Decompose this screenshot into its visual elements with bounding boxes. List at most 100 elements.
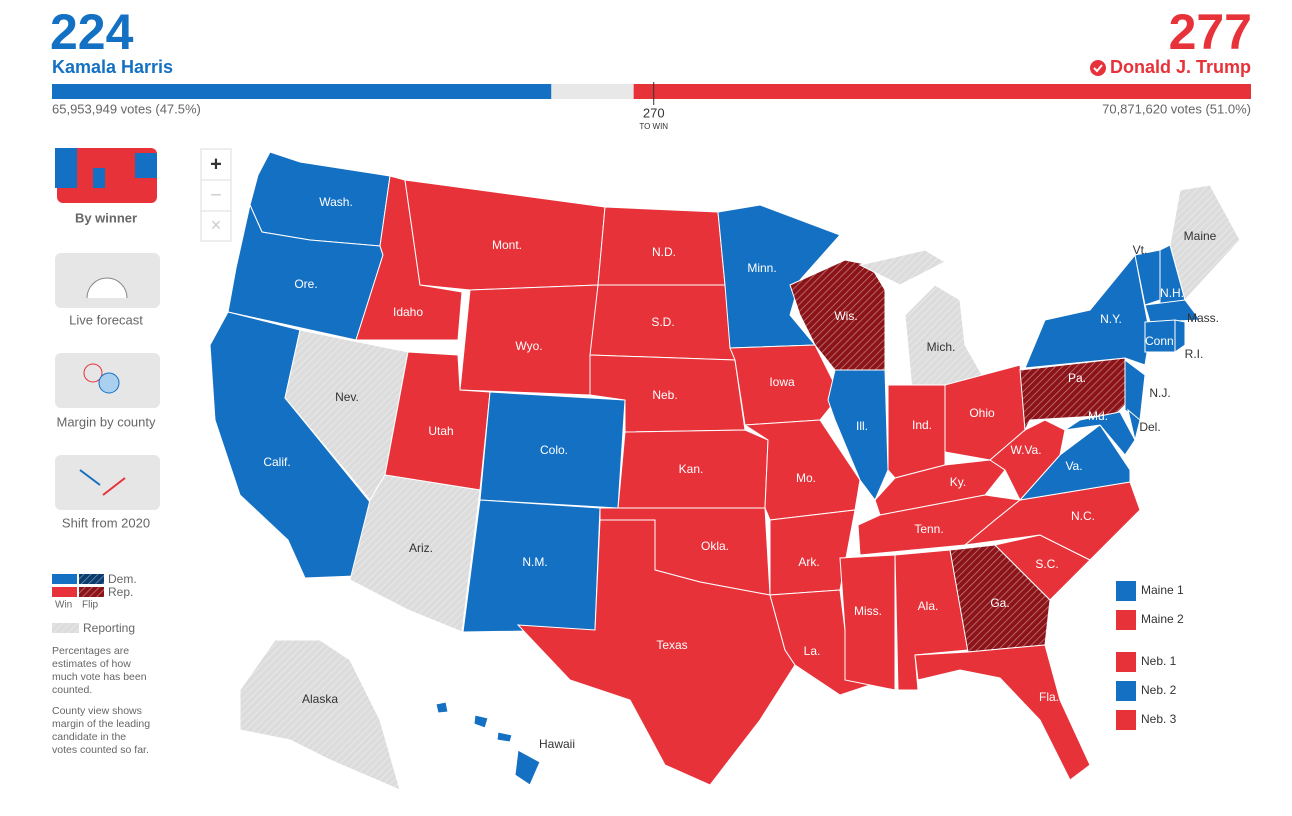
state[interactable]: Ariz. [349,474,481,633]
state[interactable]: Minn. [717,204,841,349]
right-electoral-votes: 277 [1169,4,1252,60]
state[interactable]: Mont. [404,179,606,291]
state-shape [1174,319,1186,353]
us-map: Wash. Ore. Calif. Nev. Idaho Mont. Wyo. Utah Ari… [209,151,1241,791]
state[interactable]: Kan. [617,429,769,509]
state[interactable]: Miss. [839,554,896,691]
state-shape [1144,299,1201,323]
state-shape [717,204,841,349]
note-line: Percentages are [52,645,129,657]
state-shape [1169,184,1241,302]
state[interactable]: N.M. [462,499,601,633]
thumb-arrow [102,477,126,496]
state[interactable]: Colo. [479,391,626,509]
state[interactable]: Wash. [249,151,391,247]
state[interactable]: W.Va. [989,419,1066,501]
state[interactable]: R.I. [1174,319,1203,361]
state-label: Okla. [701,539,729,553]
state[interactable]: Del. [1127,408,1161,441]
state-label: Va. [1065,459,1082,473]
state-label: Ore. [294,277,317,291]
state-label: Fla. [1039,690,1059,704]
state-label: Ohio [969,406,995,420]
state[interactable]: Maine [1169,184,1241,302]
state[interactable]: Calif. [209,311,406,579]
state[interactable]: Idaho [355,175,463,341]
swatch [52,623,79,633]
state-shape [963,481,1141,561]
note-line: estimates of how [52,658,131,670]
note-line: County view shows [52,705,142,717]
state-shape [914,644,1091,781]
view-option[interactable]: By winner [55,148,157,225]
thumb-map [55,455,160,510]
state-label: Miss. [854,604,882,618]
legend-label: Dem. [108,572,137,586]
state[interactable]: Ind. [887,384,946,479]
state-label: Ariz. [409,541,433,555]
district[interactable]: Neb. 3 [1116,710,1177,730]
state-label: Iowa [769,375,795,389]
zoom-out[interactable]: − [210,184,222,206]
state-label: Ala. [918,599,939,613]
state-label: S.D. [651,315,674,329]
state-label: Wyo. [515,339,542,353]
state[interactable]: Wyo. [459,284,599,396]
state[interactable]: N.C. [963,481,1141,561]
state-label: Nev. [335,390,359,404]
state[interactable]: N.J. [1124,359,1171,421]
view-label: By winner [75,210,137,225]
state-label: Alaska [302,692,338,706]
state[interactable]: Mass. [1144,299,1219,325]
state[interactable]: Ark. [769,509,856,596]
view-option[interactable]: Shift from 2020 [55,455,160,530]
zoom-box [200,148,232,242]
swatch [79,587,104,597]
district[interactable]: Neb. 2 [1116,681,1177,701]
state[interactable]: Iowa [729,344,841,426]
legend-label: Flip [82,600,99,611]
zoom-in[interactable]: + [210,153,222,175]
view-option[interactable]: Margin by county [55,353,160,429]
left-bar [52,84,552,99]
note-line: counted. [52,684,92,696]
state[interactable]: Mich. [858,249,986,391]
state[interactable]: Ga. [949,544,1051,653]
district[interactable]: Maine 2 [1116,610,1184,630]
state-label: Minn. [747,261,776,275]
state[interactable]: Fla. [914,644,1091,781]
state-label: Ill. [856,419,868,433]
district[interactable]: Neb. 1 [1116,652,1177,672]
thumb-circle [98,372,120,394]
note-line: votes counted so far. [52,744,149,756]
district-swatch [1116,581,1136,601]
state-shape [239,639,401,791]
state-label: Vt. [1133,243,1148,257]
state[interactable]: S.C. [994,534,1091,601]
reset[interactable]: × [211,215,222,235]
state-label: Wash. [319,195,353,209]
state-label: Ga. [990,596,1009,610]
district-swatch [1116,610,1136,630]
district[interactable]: Maine 1 [1116,581,1184,601]
state[interactable]: Alaska [239,639,401,791]
state-label: Utah [428,424,453,438]
thumb-map [57,148,157,203]
state[interactable]: S.D. [589,284,736,361]
state[interactable]: N.D. [597,206,726,286]
state[interactable]: N.Y. [1024,253,1151,369]
state-shape [349,474,481,633]
state-label: Kan. [679,462,704,476]
state-label: S.C. [1035,557,1058,571]
state-shape [989,419,1066,501]
state-label: Mass. [1187,311,1219,325]
state[interactable]: Conn. [1144,319,1177,353]
district-swatch [1116,681,1136,701]
state[interactable]: Hawaii [435,701,575,786]
state-label: Neb. [652,388,677,402]
state-label: La. [804,644,821,658]
state-label: Maine [1184,229,1217,243]
state[interactable]: Vt. [1133,243,1161,306]
state[interactable]: Ill. [827,369,889,501]
view-option[interactable]: Live forecast [55,253,160,327]
